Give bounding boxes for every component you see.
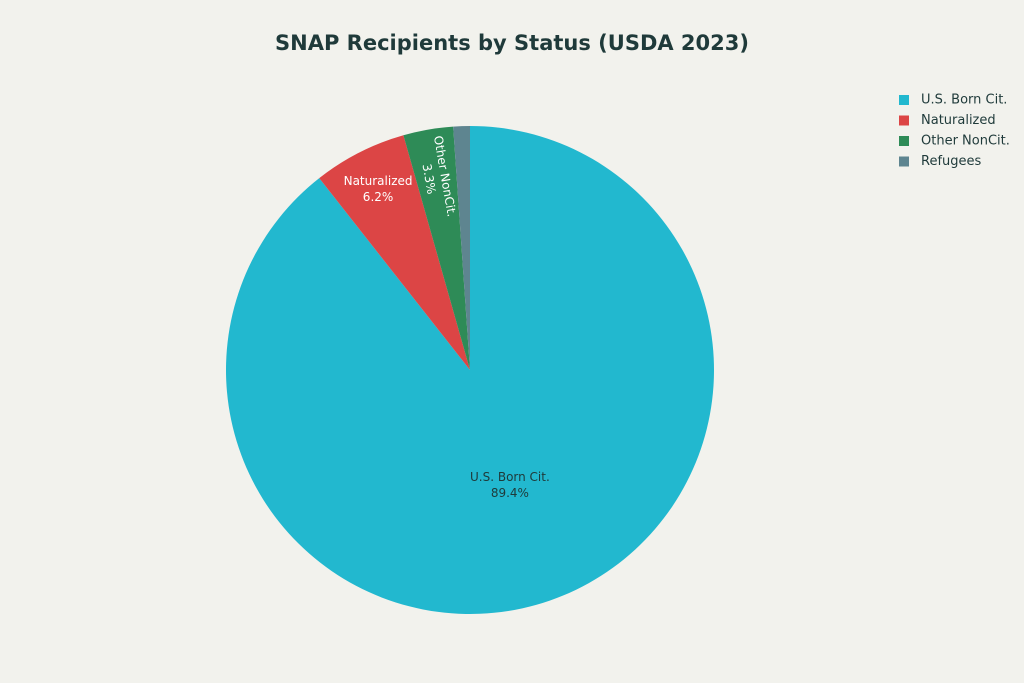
pie-slice <box>319 135 470 370</box>
chart-title: SNAP Recipients by Status (USDA 2023) <box>275 31 749 55</box>
legend-label: Naturalized <box>921 113 996 128</box>
pie-slice <box>453 126 470 370</box>
slice-label-name: U.S. Born Cit. <box>470 470 550 484</box>
slice-label: U.S. Born Cit. 89.4% <box>470 470 550 500</box>
slice-label-value: 89.4% <box>491 486 529 500</box>
legend-label: Refugees <box>921 154 982 169</box>
legend-label: U.S. Born Cit. <box>921 93 1007 108</box>
slice-label-value: 6.2% <box>363 190 394 204</box>
slice-label-value: 3.3% <box>420 163 439 195</box>
legend-swatch <box>899 136 909 146</box>
legend-label: Other NonCit. <box>921 134 1010 149</box>
legend-swatch <box>899 156 909 167</box>
pie-slice <box>403 126 470 370</box>
slice-label: Naturalized 6.2% <box>344 174 413 204</box>
slice-label-name: Naturalized <box>344 174 413 188</box>
legend-swatch <box>899 115 909 126</box>
legend-swatch <box>899 95 909 105</box>
